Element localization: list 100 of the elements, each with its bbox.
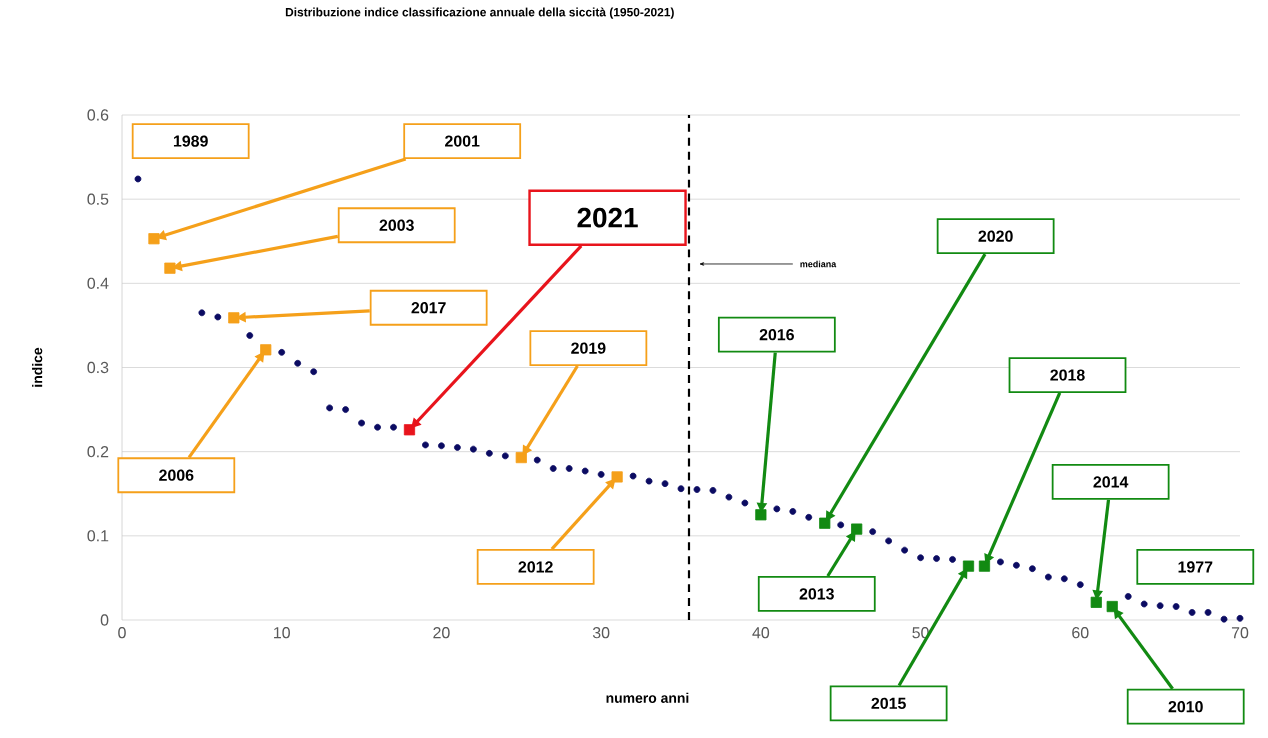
point <box>294 359 302 367</box>
y-tick-label: 0.6 <box>87 109 109 121</box>
point <box>661 480 669 488</box>
point <box>198 309 206 317</box>
point <box>789 508 797 515</box>
point <box>164 262 176 274</box>
point <box>515 451 527 464</box>
point <box>422 441 429 449</box>
annotation: 2020 <box>978 230 1013 242</box>
text: 2010 <box>1168 701 1203 713</box>
point <box>1124 593 1132 600</box>
y-tick-label: 0.2 <box>87 446 109 458</box>
annotation: 2017 <box>411 302 446 314</box>
x-tick-label: 20 <box>433 627 450 639</box>
point <box>1060 575 1068 583</box>
point <box>438 442 445 450</box>
point <box>1236 614 1244 622</box>
annotation: 2012 <box>518 561 553 573</box>
point <box>933 555 940 562</box>
annotation: 2021 <box>577 207 638 228</box>
point <box>533 456 541 464</box>
point <box>581 467 589 475</box>
point <box>1188 609 1196 616</box>
point <box>342 406 349 413</box>
point <box>1013 561 1020 569</box>
point <box>1090 596 1102 608</box>
point <box>390 423 397 431</box>
x-tick-label: 0 <box>118 627 126 639</box>
point <box>693 486 701 493</box>
point <box>565 465 573 472</box>
point <box>326 404 334 412</box>
point <box>214 313 222 321</box>
annotation: 2014 <box>1093 476 1129 488</box>
point <box>134 175 142 183</box>
point <box>501 452 509 460</box>
point <box>997 558 1004 566</box>
x-axis-title: numero anni <box>606 692 689 703</box>
point <box>755 509 767 521</box>
text: 2015 <box>871 697 906 709</box>
point <box>837 521 845 529</box>
annotation: 2013 <box>799 588 834 600</box>
point <box>1156 602 1164 610</box>
point <box>246 332 254 339</box>
x-tick-label: 30 <box>592 627 610 639</box>
annotation: 2001 <box>445 135 480 147</box>
annotation: 2018 <box>1050 369 1085 381</box>
x-tick-label: 70 <box>1231 627 1249 639</box>
point <box>885 537 893 545</box>
point <box>1044 573 1052 581</box>
point <box>851 523 863 535</box>
point <box>549 465 557 472</box>
point <box>611 471 623 483</box>
point <box>454 444 461 451</box>
point <box>629 472 637 480</box>
point <box>278 348 286 356</box>
point <box>962 560 975 572</box>
point <box>645 477 653 485</box>
y-tick-label: 0.3 <box>87 361 109 374</box>
point <box>374 423 381 431</box>
annotation: 2003 <box>379 219 414 231</box>
point <box>148 233 160 245</box>
ref-line-label: mediana <box>800 260 837 268</box>
point <box>1076 581 1084 589</box>
y-tick-label: 0 <box>100 614 109 626</box>
point <box>741 499 749 507</box>
point <box>1172 603 1180 610</box>
point <box>310 368 318 376</box>
point <box>869 528 877 536</box>
annotation: 2016 <box>759 329 794 341</box>
x-tick-label: 60 <box>1072 627 1089 639</box>
y-tick-label: 0.1 <box>87 530 109 542</box>
point <box>597 471 605 478</box>
point <box>677 485 685 493</box>
point <box>228 312 240 324</box>
point <box>949 556 956 563</box>
point <box>709 486 717 494</box>
point <box>1204 609 1212 616</box>
point <box>773 505 781 513</box>
x-tick-label: 10 <box>274 627 290 639</box>
point <box>1028 565 1036 573</box>
point <box>469 445 477 453</box>
annotation: 1977 <box>1178 561 1213 573</box>
annotation: 1989 <box>173 135 208 147</box>
point <box>819 517 831 529</box>
x-tick-label: 40 <box>752 627 770 639</box>
y-tick-label: 0.5 <box>87 193 109 205</box>
point <box>805 513 813 521</box>
point <box>917 554 924 562</box>
annotation: 2019 <box>571 342 606 354</box>
point <box>1220 615 1228 623</box>
point <box>485 449 493 457</box>
point <box>725 493 733 501</box>
point <box>403 424 416 436</box>
y-tick-label: 0.4 <box>87 277 109 289</box>
point <box>358 419 365 427</box>
point <box>260 344 272 356</box>
point <box>1106 600 1118 613</box>
y-axis-title: indice <box>32 347 43 387</box>
point <box>978 560 991 572</box>
annotation: 2006 <box>159 469 194 481</box>
